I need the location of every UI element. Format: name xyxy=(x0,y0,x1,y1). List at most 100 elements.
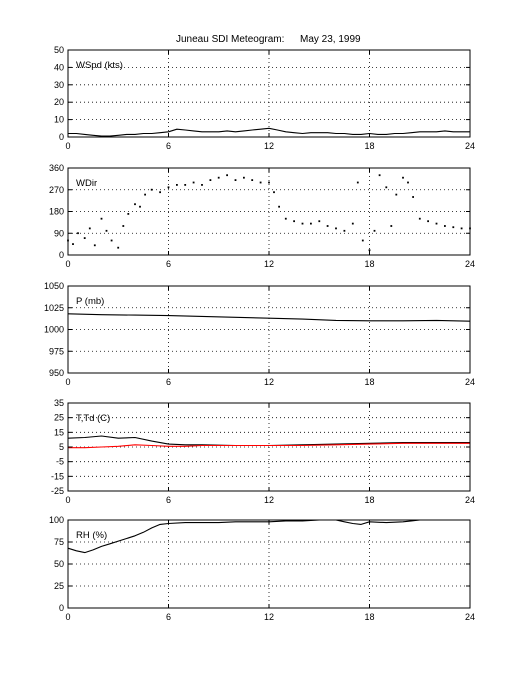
x-tick-label: 24 xyxy=(465,259,475,269)
data-point xyxy=(100,217,103,220)
x-tick-label: 6 xyxy=(166,377,171,387)
data-point xyxy=(343,229,346,232)
y-tick-label: 75 xyxy=(54,537,64,547)
y-tick-label: -25 xyxy=(51,486,64,496)
panel-1: 0 6 12 18 24 0 10 20 30 40 50 WSpd (kts) xyxy=(54,45,475,151)
x-tick-label: 24 xyxy=(465,141,475,151)
data-point xyxy=(234,179,237,181)
x-tick-label: 0 xyxy=(65,612,70,622)
data-point xyxy=(452,226,455,229)
y-tick-label: 40 xyxy=(54,62,64,72)
data-point xyxy=(373,229,376,232)
y-tick-label: 180 xyxy=(49,207,64,217)
x-tick-label: 12 xyxy=(264,377,274,387)
y-tick-label: -5 xyxy=(56,457,64,467)
panel-label: RH (%) xyxy=(76,530,107,541)
x-tick-label: 12 xyxy=(264,495,274,505)
series-line-1 xyxy=(67,519,420,554)
data-point xyxy=(201,184,203,186)
data-point xyxy=(77,232,79,235)
data-point xyxy=(390,225,393,227)
data-point xyxy=(122,225,125,227)
figure-title: Juneau SDI Meteogram: xyxy=(176,34,284,45)
data-point xyxy=(251,179,254,181)
data-point xyxy=(444,225,446,227)
data-point xyxy=(259,181,262,184)
x-tick-label: 18 xyxy=(364,141,374,151)
x-tick-label: 12 xyxy=(264,259,274,269)
x-tick-label: 18 xyxy=(364,612,374,622)
x-tick-label: 12 xyxy=(264,612,274,622)
x-tick-label: 12 xyxy=(264,141,274,151)
data-point xyxy=(127,213,130,215)
x-tick-label: 18 xyxy=(364,377,374,387)
panel-label: P (mb) xyxy=(76,296,104,307)
y-tick-label: 100 xyxy=(49,515,64,525)
y-tick-label: 35 xyxy=(54,398,64,408)
data-point xyxy=(139,205,141,208)
y-tick-label: 1000 xyxy=(44,325,64,335)
x-tick-label: 0 xyxy=(65,495,70,505)
y-tick-label: 20 xyxy=(54,97,64,107)
series-line-2 xyxy=(68,442,470,449)
y-tick-label: 25 xyxy=(54,581,64,591)
data-point xyxy=(226,174,228,177)
y-tick-label: 975 xyxy=(49,346,64,356)
x-tick-label: 6 xyxy=(166,495,171,505)
panel-label: WSpd (kts) xyxy=(76,60,123,71)
data-point xyxy=(435,222,438,225)
y-tick-label: 0 xyxy=(59,250,64,260)
data-point xyxy=(150,188,153,191)
data-point xyxy=(105,229,108,232)
data-point xyxy=(72,243,74,245)
series-line-1 xyxy=(68,127,470,137)
series-line-1 xyxy=(67,313,471,322)
data-point xyxy=(167,186,170,189)
series-line-1 xyxy=(67,435,470,447)
data-point xyxy=(385,186,388,189)
data-point xyxy=(176,184,178,186)
x-tick-label: 0 xyxy=(65,377,70,387)
panel-3: 0 6 12 18 24 950 975 1000 1025 1050 P (mb) xyxy=(44,281,475,387)
x-tick-label: 0 xyxy=(65,141,70,151)
data-point xyxy=(273,191,275,194)
data-point xyxy=(326,225,329,227)
x-tick-label: 18 xyxy=(364,259,374,269)
y-tick-label: 0 xyxy=(59,603,64,613)
data-point xyxy=(361,239,364,242)
data-point xyxy=(395,193,398,196)
y-tick-label: 1050 xyxy=(44,281,64,291)
panel-5: 0 6 12 18 24 0 25 50 75 100 RH (%) xyxy=(49,515,475,622)
panel-2: 0 6 12 18 24 0 90 180 270 360 WDir xyxy=(49,163,475,269)
data-point xyxy=(268,181,270,184)
x-tick-label: 6 xyxy=(166,141,171,151)
data-point xyxy=(335,227,337,230)
y-tick-label: 10 xyxy=(54,115,64,125)
y-tick-label: 30 xyxy=(54,80,64,90)
data-point xyxy=(217,176,220,179)
data-point xyxy=(88,227,91,230)
y-tick-label: -15 xyxy=(51,471,64,481)
y-tick-label: 25 xyxy=(54,413,64,423)
data-point xyxy=(159,191,161,194)
plot-frame xyxy=(67,49,471,138)
x-tick-label: 24 xyxy=(465,377,475,387)
data-point xyxy=(460,227,463,230)
panel-label: WDir xyxy=(76,178,97,189)
x-tick-label: 24 xyxy=(465,495,475,505)
x-tick-label: 6 xyxy=(166,259,171,269)
data-point xyxy=(407,181,409,184)
data-point xyxy=(117,246,120,249)
data-point xyxy=(310,222,312,225)
data-point xyxy=(368,249,371,252)
data-point xyxy=(301,222,304,225)
y-tick-label: 950 xyxy=(49,368,64,378)
data-point xyxy=(378,174,381,177)
data-point xyxy=(110,239,113,242)
data-point xyxy=(93,244,96,247)
data-point xyxy=(284,217,287,220)
y-tick-label: 0 xyxy=(59,132,64,142)
data-point xyxy=(293,220,295,223)
x-tick-label: 18 xyxy=(364,495,374,505)
